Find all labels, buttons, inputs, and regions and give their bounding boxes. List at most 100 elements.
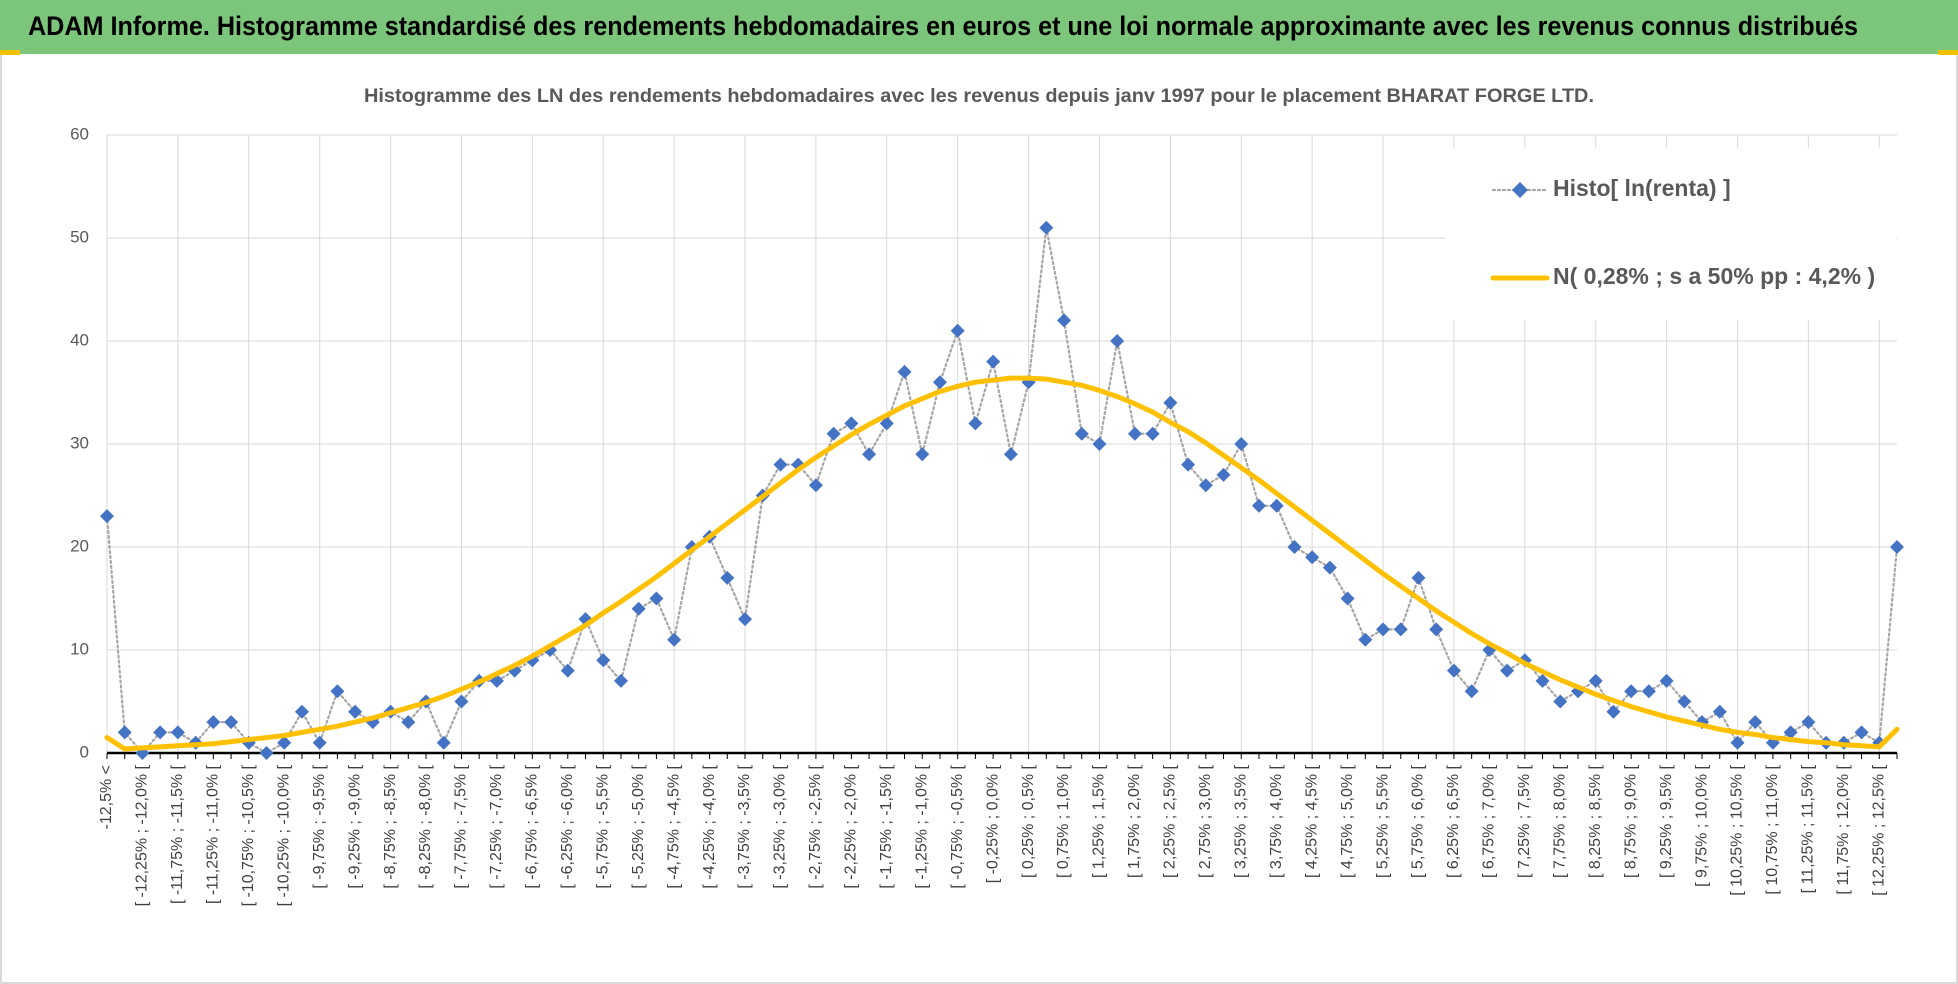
point bbox=[915, 447, 930, 462]
point bbox=[613, 673, 628, 688]
x-tick-label: [ 0,25% ; 0,5% [ bbox=[1020, 764, 1037, 878]
point bbox=[259, 746, 274, 760]
point bbox=[932, 375, 947, 390]
point bbox=[224, 715, 239, 730]
point bbox=[1854, 725, 1869, 740]
plot bbox=[100, 220, 1904, 760]
point bbox=[1092, 437, 1107, 451]
x-tick-label: [ 6,75% ; 7,0% [ bbox=[1481, 764, 1498, 878]
x-tick-label: [ -8,25% ; -8,0% [ bbox=[417, 764, 434, 888]
x-tick-label: [ -6,25% ; -6,0% [ bbox=[559, 764, 576, 888]
point bbox=[1677, 694, 1692, 709]
x-tick-label: [ -4,25% ; -4,0% [ bbox=[701, 764, 718, 888]
x-tick-label: [ -2,75% ; -2,5% [ bbox=[807, 764, 824, 888]
x-tick-label: [ 4,25% ; 4,5% [ bbox=[1303, 764, 1320, 878]
x-tick-label: [ 2,75% ; 3,0% [ bbox=[1197, 764, 1214, 878]
point bbox=[348, 704, 363, 719]
y-tick-label: 30 bbox=[70, 433, 89, 452]
point bbox=[950, 323, 965, 338]
x-tick-label: [ -5,25% ; -5,0% [ bbox=[630, 764, 647, 888]
point bbox=[1730, 735, 1745, 750]
x-tick-label: [ 10,75% ; 11,0% [ bbox=[1764, 764, 1781, 894]
point bbox=[312, 735, 327, 750]
point bbox=[294, 704, 309, 719]
point bbox=[1110, 334, 1125, 348]
point bbox=[1181, 457, 1196, 472]
point bbox=[968, 416, 983, 431]
x-tick-label: [ -8,75% ; -8,5% [ bbox=[382, 764, 399, 888]
legend: Histo[ ln(renta) ] N( 0,28% ; s a 50% pp … bbox=[1446, 148, 1896, 320]
x-tick-label: [ 12,25% ; 12,5% [ bbox=[1870, 764, 1887, 895]
x-tick-label: [ -7,25% ; -7,0% [ bbox=[488, 764, 505, 888]
x-tick-label: [ 5,25% ; 5,5% [ bbox=[1374, 764, 1391, 878]
x-tick-label: [ -10,75% ; -10,5% [ bbox=[240, 764, 257, 906]
point bbox=[330, 684, 345, 699]
x-tick-label: [ 3,75% ; 4,0% [ bbox=[1268, 764, 1285, 878]
point bbox=[1446, 663, 1461, 678]
y-tick-label: 40 bbox=[70, 330, 89, 349]
point bbox=[1783, 725, 1798, 740]
x-tick-label: [ 10,25% ; 10,5% [ bbox=[1729, 764, 1746, 895]
point bbox=[277, 735, 292, 750]
x-tick-label: [ 2,25% ; 2,5% [ bbox=[1162, 764, 1179, 878]
y-tick-label: 50 bbox=[70, 227, 89, 246]
x-tick-label: [ -1,75% ; -1,5% [ bbox=[878, 764, 895, 888]
x-tick-label: [ 7,25% ; 7,5% [ bbox=[1516, 764, 1533, 878]
grid: 0 10 20 30 40 50 60 -12,5% < [ -12,25% ; -12,0% … bbox=[70, 124, 1898, 906]
point bbox=[808, 478, 823, 493]
point bbox=[844, 416, 859, 431]
x-tick-label: [ 11,75% ; 12,0% [ bbox=[1835, 764, 1852, 894]
point bbox=[507, 663, 522, 678]
x-tick-label: [ -1,25% ; -1,0% [ bbox=[913, 764, 930, 888]
point bbox=[1535, 673, 1550, 688]
point bbox=[1127, 426, 1142, 441]
point bbox=[1358, 632, 1373, 647]
legend-label: N( 0,28% ; s a 50% pp : 4,2% ) bbox=[1553, 263, 1875, 289]
header-bar bbox=[0, 0, 1958, 54]
corner-mark bbox=[1938, 50, 1958, 55]
point bbox=[1890, 540, 1904, 554]
point bbox=[631, 601, 646, 616]
point bbox=[986, 354, 1001, 369]
point bbox=[1500, 663, 1515, 678]
x-tick-label: [ -5,75% ; -5,5% [ bbox=[594, 764, 611, 888]
x-tick-label: [ -2,25% ; -2,0% [ bbox=[843, 764, 860, 888]
x-tick-label: [ 1,75% ; 2,0% [ bbox=[1126, 764, 1143, 878]
point bbox=[117, 725, 132, 740]
point bbox=[1305, 550, 1320, 565]
point bbox=[720, 570, 735, 585]
x-tick-label: [ -10,25% ; -10,0% [ bbox=[275, 764, 292, 906]
point bbox=[1322, 560, 1337, 575]
point bbox=[1606, 704, 1621, 719]
point bbox=[1748, 715, 1763, 730]
point bbox=[879, 416, 894, 431]
point bbox=[1234, 437, 1249, 451]
x-tick-label: [ -3,75% ; -3,5% [ bbox=[736, 764, 753, 888]
x-tick-label: [ 3,25% ; 3,5% [ bbox=[1232, 764, 1249, 878]
point bbox=[1411, 570, 1426, 585]
point bbox=[649, 591, 664, 606]
y-tick-label: 10 bbox=[70, 639, 89, 658]
point bbox=[401, 715, 416, 730]
x-tick-label: [ 11,25% ; 11,5% [ bbox=[1800, 764, 1817, 893]
point bbox=[1376, 622, 1391, 637]
point bbox=[206, 715, 221, 730]
x-tick-label: -12,5% < bbox=[98, 765, 115, 829]
point bbox=[1624, 684, 1639, 699]
x-tick-label: [ 6,25% ; 6,5% [ bbox=[1445, 764, 1462, 878]
point bbox=[596, 653, 611, 668]
point bbox=[1641, 684, 1656, 699]
point bbox=[1429, 622, 1444, 637]
x-tick-label: [ -9,25% ; -9,0% [ bbox=[346, 764, 363, 888]
point bbox=[1553, 694, 1568, 709]
point bbox=[1393, 622, 1408, 637]
series-line bbox=[105, 226, 1899, 755]
x-tick-label: [ 0,75% ; 1,0% [ bbox=[1055, 764, 1072, 878]
point bbox=[862, 447, 877, 462]
x-tick-label: [ -0,75% ; -0,5% [ bbox=[949, 764, 966, 888]
x-tick-label: [ -3,25% ; -3,0% [ bbox=[772, 764, 789, 888]
point bbox=[1163, 395, 1178, 410]
point bbox=[1801, 715, 1816, 730]
point bbox=[153, 725, 168, 740]
